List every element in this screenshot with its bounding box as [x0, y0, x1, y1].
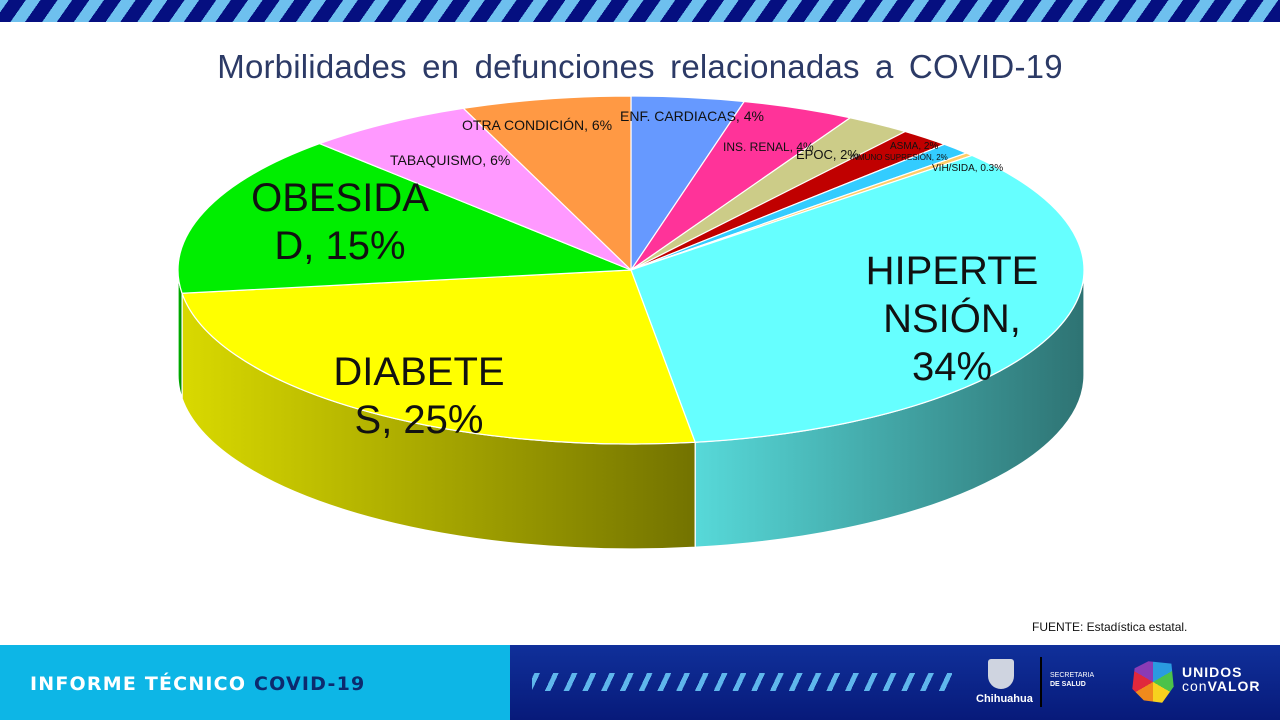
data-label: OBESIDA D, 15% [251, 176, 429, 268]
logo-secretaria-line1: SECRETARIA [1050, 672, 1095, 679]
footer-title-block: INFORME TÉCNICO COVID-19 [0, 645, 510, 720]
slash-stripes-decoration [532, 673, 952, 691]
logo-unidos-con-valor: UNIDOS conVALOR [1182, 665, 1261, 693]
logo-unidos-line1: UNIDOS [1182, 664, 1243, 680]
data-label: OTRA CONDICIÓN, 6% [462, 117, 612, 133]
pie-slice-obesidad [177, 142, 632, 294]
logo-secretaria-salud: SECRETARIA DE SALUD [1050, 671, 1094, 689]
chart-title: Morbilidades en defunciones relacionadas… [217, 48, 1063, 85]
data-label: TABAQUISMO, 6% [390, 152, 510, 168]
top-decorative-stripe [0, 0, 1280, 22]
logo-divider [1040, 657, 1042, 707]
data-label: INS. RENAL, 4% [723, 140, 814, 154]
data-label: VIH/SIDA, 0.3% [932, 163, 1003, 174]
data-label: ENF. CARDIACAS, 4% [620, 108, 764, 124]
report-title-prefix: INFORME TÉCNICO [30, 673, 254, 695]
source-note: FUENTE: Estadística estatal. [1032, 620, 1188, 634]
footer-banner: INFORME TÉCNICO COVID-19 Chihuahua SECRE… [0, 645, 1280, 720]
data-label: EPOC, 2% [796, 147, 859, 162]
footer-logos-block: Chihuahua SECRETARIA DE SALUD UNIDOS conVA… [510, 645, 1280, 720]
pie-slice-diabetes [181, 269, 696, 445]
data-label: INMUNO SUPRESIÓN, 2% [850, 153, 948, 162]
data-label: DIABETE S, 25% [333, 350, 504, 442]
data-label: HIPERTE NSIÓN, 34% [866, 249, 1039, 389]
report-title: INFORME TÉCNICO COVID-19 [30, 673, 365, 695]
pie-slice-otra-condici-n [462, 95, 632, 272]
data-label: ASMA, 2% [890, 141, 938, 152]
logo-unidos-con: con [1182, 678, 1208, 694]
pie-slice-hipertensi-n [630, 154, 1085, 443]
chihuahua-map-logo-icon [1132, 661, 1174, 703]
logo-secretaria-line2: DE SALUD [1050, 681, 1086, 688]
chihuahua-shield-icon [988, 659, 1014, 689]
report-title-highlight: COVID-19 [254, 673, 366, 695]
logo-unidos-valor: VALOR [1207, 678, 1261, 694]
pie-slice-tabaquismo [317, 107, 632, 271]
logo-chihuahua-text: Chihuahua [976, 693, 1033, 705]
